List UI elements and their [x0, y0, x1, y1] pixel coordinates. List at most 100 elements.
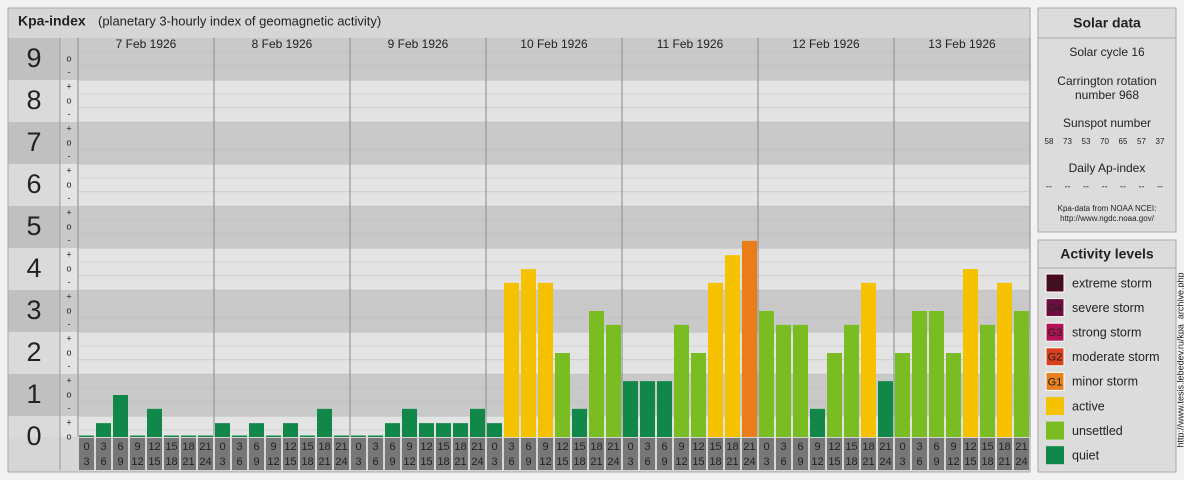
band — [8, 164, 1030, 206]
sunspot-value: 53 — [1082, 137, 1091, 146]
x-tick-label: 12 — [556, 441, 568, 453]
x-tick-label: 12 — [267, 456, 279, 468]
hour-box — [708, 438, 723, 470]
bar — [725, 255, 740, 437]
band — [8, 332, 1030, 374]
hour-box — [300, 438, 315, 470]
x-tick-label: 3 — [100, 441, 106, 453]
legend-badge: G5 — [1048, 278, 1063, 290]
x-tick-label: 6 — [100, 456, 106, 468]
axis-band — [8, 206, 61, 248]
axis-band — [8, 248, 61, 290]
day-label: 7 Feb 1926 — [116, 37, 177, 51]
ap-value: -- — [1065, 181, 1071, 191]
bar — [657, 381, 672, 437]
hour-box — [470, 438, 485, 470]
x-tick-label: 24 — [607, 456, 619, 468]
x-tick-label: 3 — [508, 441, 514, 453]
x-tick-label: 3 — [219, 456, 225, 468]
minor-tick-label: - — [68, 151, 71, 161]
hour-box — [147, 438, 162, 470]
x-tick-label: 21 — [1015, 441, 1027, 453]
x-tick-label: 18 — [437, 456, 449, 468]
band — [8, 248, 1030, 290]
sunspot-value: 37 — [1156, 137, 1165, 146]
bar — [249, 423, 264, 437]
x-tick-label: 15 — [981, 441, 993, 453]
bar — [963, 269, 978, 437]
sunspot-value: 65 — [1119, 137, 1128, 146]
x-tick-label: 9 — [525, 456, 531, 468]
minor-tick-label: + — [66, 124, 71, 134]
hour-box — [776, 438, 791, 470]
legend: G5 extreme storm G4 severe storm G3 strong st… — [1045, 273, 1160, 465]
x-tick-label: 18 — [165, 456, 177, 468]
legend-swatch — [1045, 322, 1065, 342]
x-tick-label: 18 — [845, 456, 857, 468]
x-tick-label: 0 — [763, 441, 769, 453]
x-tick-label: 18 — [981, 456, 993, 468]
hour-box — [912, 438, 927, 470]
x-tick-label: 18 — [301, 456, 313, 468]
x-tick-label: 12 — [148, 441, 160, 453]
hour-box — [657, 438, 672, 470]
hour-box — [419, 438, 434, 470]
minor-tick-label: o — [66, 221, 71, 231]
minor-tick-label: - — [68, 193, 71, 203]
x-tick-label: 12 — [420, 441, 432, 453]
minor-tick-label: + — [66, 250, 71, 260]
source: Kpa-data from NOAA NCEI: — [1058, 204, 1157, 213]
x-tick-label: 12 — [811, 456, 823, 468]
x-tick-label: 6 — [933, 441, 939, 453]
bar — [640, 381, 655, 437]
x-tick-label: 21 — [998, 456, 1010, 468]
x-tick-label: 12 — [964, 441, 976, 453]
x-tick-label: 6 — [916, 456, 922, 468]
ap-title: Daily Ap-index — [1069, 161, 1146, 175]
axis-band — [8, 290, 61, 332]
x-tick-label: 0 — [627, 441, 633, 453]
x-tick-label: 21 — [318, 456, 330, 468]
bar — [79, 435, 94, 437]
x-tick-label: 3 — [236, 441, 242, 453]
x-tick-label: 9 — [542, 441, 548, 453]
bar — [912, 311, 927, 437]
hour-box — [827, 438, 842, 470]
x-tick-label: 3 — [372, 441, 378, 453]
minor-tick-label: o — [66, 305, 71, 315]
bar — [980, 324, 995, 437]
hour-box — [113, 438, 128, 470]
minor-tick-label: o — [66, 137, 71, 147]
bar — [215, 423, 230, 437]
legend-badge: G2 — [1048, 352, 1063, 364]
minor-tick-label: + — [66, 418, 71, 428]
x-tick-label: 3 — [763, 456, 769, 468]
day-label: 10 Feb 1926 — [520, 37, 588, 51]
y-tick-label: 5 — [26, 211, 41, 241]
x-tick-label: 9 — [797, 456, 803, 468]
bar — [572, 408, 587, 437]
hour-box — [793, 438, 808, 470]
x-tick-label: 15 — [165, 441, 177, 453]
y-tick-label: 7 — [26, 127, 41, 157]
x-tick-label: 6 — [253, 441, 259, 453]
legend-label: extreme storm — [1072, 276, 1152, 290]
x-tick-label: 24 — [335, 456, 347, 468]
x-tick-label: 3 — [83, 456, 89, 468]
hour-box — [283, 438, 298, 470]
x-tick-label: 9 — [270, 441, 276, 453]
bar — [147, 408, 162, 437]
chart-subtitle: (planetary 3-hourly index of geomagnetic… — [98, 13, 381, 28]
x-tick-label: 15 — [692, 456, 704, 468]
x-tick-label: 18 — [726, 441, 738, 453]
band — [8, 122, 1030, 164]
bar — [283, 423, 298, 437]
bar — [113, 395, 128, 437]
x-tick-label: 6 — [797, 441, 803, 453]
x-tick-label: 6 — [525, 441, 531, 453]
minor-tick-label: + — [66, 376, 71, 386]
minor-tick-label: - — [68, 361, 71, 371]
legend-title: Activity levels — [1060, 246, 1154, 262]
legend-label: moderate storm — [1072, 350, 1160, 364]
bar — [793, 324, 808, 437]
